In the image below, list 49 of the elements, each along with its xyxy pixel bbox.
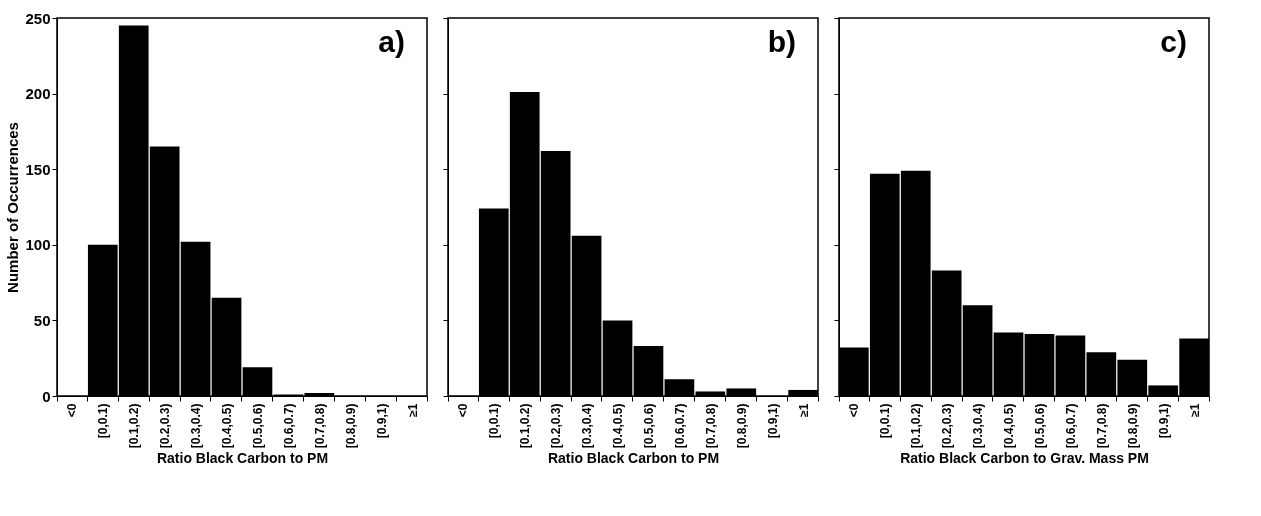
x-tick-label: <0 (456, 403, 471, 418)
x-tick-label: [0.1,0.2) (127, 403, 142, 449)
y-tick-label: 100 (25, 236, 51, 254)
x-tick-label: [0.8,0.9) (1125, 403, 1140, 449)
x-tick-label: ≥1 (405, 403, 420, 417)
x-tick-label: [0.5,0.6) (641, 403, 656, 449)
x-tick-label: [0.6,0.7) (672, 403, 687, 449)
x-tick-label: [0.4,0.5) (1002, 403, 1017, 449)
x-tick-label: [0.4,0.5) (220, 403, 235, 449)
x-tick-label: [0.4,0.5) (611, 403, 626, 449)
x-tick-label: [0.6,0.7) (1063, 403, 1078, 449)
x-tick-label: [0.9,1) (765, 403, 780, 439)
x-tick-label: [0.3,0.4) (971, 403, 986, 449)
y-tick-label: 0 (42, 387, 51, 405)
x-tick-label: [0.1,0.2) (518, 403, 533, 449)
y-tick-label: 250 (25, 9, 51, 27)
x-tick-label: [0.6,0.7) (281, 403, 296, 449)
x-tick-label: [0.7,0.8) (1094, 403, 1109, 449)
x-tick-label: [0.2,0.3) (940, 403, 955, 449)
x-tick-label: <0 (847, 403, 862, 418)
x-tick-label: [0.3,0.4) (580, 403, 595, 449)
x-tick-label: [0,0.1) (96, 403, 111, 439)
x-axis-title: Ratio Black Carbon to Grav. Mass PM (900, 450, 1149, 467)
x-tick-label: ≥1 (796, 403, 811, 417)
annotation: a) (378, 25, 405, 58)
x-tick-label: <0 (65, 403, 80, 418)
annotation: c) (1160, 25, 1187, 58)
x-tick-label: [0.9,1) (374, 403, 389, 439)
x-tick-label: [0.1,0.2) (909, 403, 924, 449)
y-tick-label: 50 (33, 311, 51, 329)
y-axis-title: Number of Occurrences (4, 122, 22, 293)
y-tick-label: 150 (25, 160, 51, 178)
x-tick-label: [0,0.1) (878, 403, 893, 439)
x-tick-label: [0.5,0.6) (1032, 403, 1047, 449)
x-axis-title: Ratio Black Carbon to PM (156, 450, 329, 467)
x-tick-label: [0.7,0.8) (312, 403, 327, 449)
y-tick-label: 200 (25, 85, 51, 103)
x-axis-title: Ratio Black Carbon to PM (547, 450, 720, 467)
x-tick-label: [0.3,0.4) (189, 403, 204, 449)
x-tick-label: [0.5,0.6) (250, 403, 265, 449)
x-tick-label: [0.8,0.9) (734, 403, 749, 449)
x-tick-label: [0,0.1) (487, 403, 502, 439)
x-tick-label: [0.9,1) (1156, 403, 1171, 439)
x-tick-label: ≥1 (1187, 403, 1202, 417)
x-tick-label: [0.8,0.9) (343, 403, 358, 449)
x-tick-label: [0.2,0.3) (158, 403, 173, 449)
x-tick-label: [0.7,0.8) (703, 403, 718, 449)
x-tick-label: [0.2,0.3) (549, 403, 564, 449)
annotation: b) (767, 25, 796, 58)
